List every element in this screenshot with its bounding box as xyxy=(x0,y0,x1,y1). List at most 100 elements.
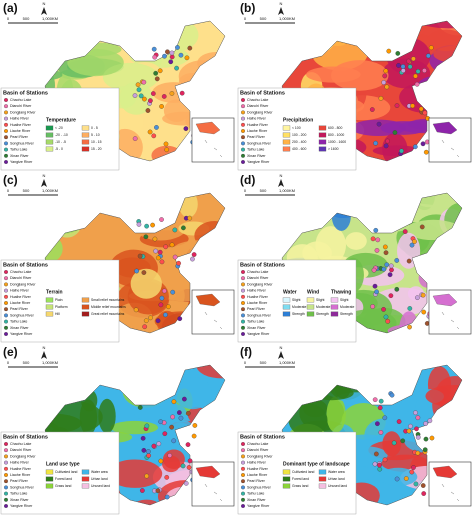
station xyxy=(154,76,160,82)
basin-swatch xyxy=(4,282,8,287)
legend-box xyxy=(237,431,357,515)
basin-name: Dongjiang River xyxy=(10,454,36,458)
map-region xyxy=(295,193,322,206)
station xyxy=(415,434,421,440)
station xyxy=(158,419,164,425)
station xyxy=(143,234,149,240)
basin-name: Haihe River xyxy=(247,289,267,293)
map-region xyxy=(417,86,462,107)
inset-islands xyxy=(441,483,460,502)
map-region xyxy=(287,193,338,221)
station xyxy=(159,259,165,265)
station xyxy=(140,435,146,441)
legend-label: Strength xyxy=(292,312,305,316)
north-label: N xyxy=(43,173,46,178)
station xyxy=(166,304,171,310)
legend-swatch xyxy=(81,304,90,310)
map-region xyxy=(192,75,225,88)
basin-name: Haihe River xyxy=(10,289,30,293)
map-region xyxy=(103,365,129,385)
legend-label: Slight xyxy=(316,298,325,302)
map-region xyxy=(45,21,57,32)
map-region xyxy=(350,365,408,380)
map-region xyxy=(333,365,375,377)
station xyxy=(185,410,191,416)
station xyxy=(155,318,161,324)
legend-swatch xyxy=(81,297,90,303)
legend-label: Slight xyxy=(292,298,301,302)
basin-name: Pearl River xyxy=(10,307,29,311)
basin-swatch xyxy=(241,294,245,299)
north-arrow xyxy=(278,351,284,359)
basin-swatch xyxy=(4,110,8,115)
station xyxy=(191,252,197,257)
basin-swatch xyxy=(4,473,8,477)
station xyxy=(414,81,420,87)
station xyxy=(171,438,177,444)
legend-title: Water xyxy=(283,289,297,295)
station xyxy=(172,254,178,260)
map-region xyxy=(380,21,405,27)
legend-box xyxy=(237,87,357,171)
inset-shape xyxy=(195,465,221,479)
basin-swatch xyxy=(4,491,8,496)
map-region xyxy=(292,195,333,216)
station xyxy=(369,107,375,112)
scale-label: 500 xyxy=(23,188,30,193)
station xyxy=(178,52,184,58)
legend-label: Strength xyxy=(340,312,353,316)
station xyxy=(136,87,142,93)
legend-title: Land use type xyxy=(46,461,80,467)
station xyxy=(389,267,394,273)
station xyxy=(381,307,386,312)
legend-label: Moderate xyxy=(292,305,306,309)
station xyxy=(164,147,170,153)
legend-swatch xyxy=(330,297,339,303)
station xyxy=(184,55,190,61)
basin-swatch xyxy=(4,319,8,324)
station xyxy=(419,224,425,230)
station xyxy=(144,423,150,429)
basin-swatch xyxy=(4,270,8,274)
inset-shape xyxy=(432,293,458,307)
map-region xyxy=(407,286,424,301)
basin-name: Dongjiang River xyxy=(247,282,273,286)
legend-swatch xyxy=(45,125,54,131)
basin-name: Dianchi River xyxy=(10,104,32,108)
basin-title: Basin of Stations xyxy=(3,262,48,268)
map-region xyxy=(282,365,308,398)
map-region xyxy=(101,365,131,370)
basin-name: Chaohu Lake xyxy=(10,98,31,102)
station xyxy=(374,248,380,253)
map-region xyxy=(120,21,152,28)
station xyxy=(409,242,415,248)
legend-swatch xyxy=(330,304,339,310)
map-region xyxy=(318,25,342,38)
map-region xyxy=(95,193,148,203)
legend-title: Terrain xyxy=(46,289,63,295)
station xyxy=(382,415,388,421)
station xyxy=(372,397,378,402)
legend-label: Cultivated land xyxy=(55,470,78,474)
station xyxy=(163,312,168,318)
station xyxy=(148,98,153,103)
inset-islands xyxy=(204,483,223,502)
map-region xyxy=(298,365,338,389)
station xyxy=(413,481,419,487)
station xyxy=(412,144,418,150)
station xyxy=(422,110,428,116)
station xyxy=(142,96,147,102)
basin-name: Songhua River xyxy=(10,485,35,489)
map-region xyxy=(424,253,462,272)
basin-name: Songhua River xyxy=(10,313,35,317)
legend-label: Slight xyxy=(340,298,349,302)
basin-swatch xyxy=(4,141,8,146)
inset-islands xyxy=(441,311,460,330)
basin-name: Haihe River xyxy=(10,117,30,121)
station xyxy=(183,126,189,131)
legend-label: Small relief mountains xyxy=(91,298,125,302)
basin-swatch xyxy=(241,288,245,293)
legend-label: Water area xyxy=(328,470,345,474)
map-region xyxy=(282,377,315,396)
station xyxy=(141,79,147,85)
